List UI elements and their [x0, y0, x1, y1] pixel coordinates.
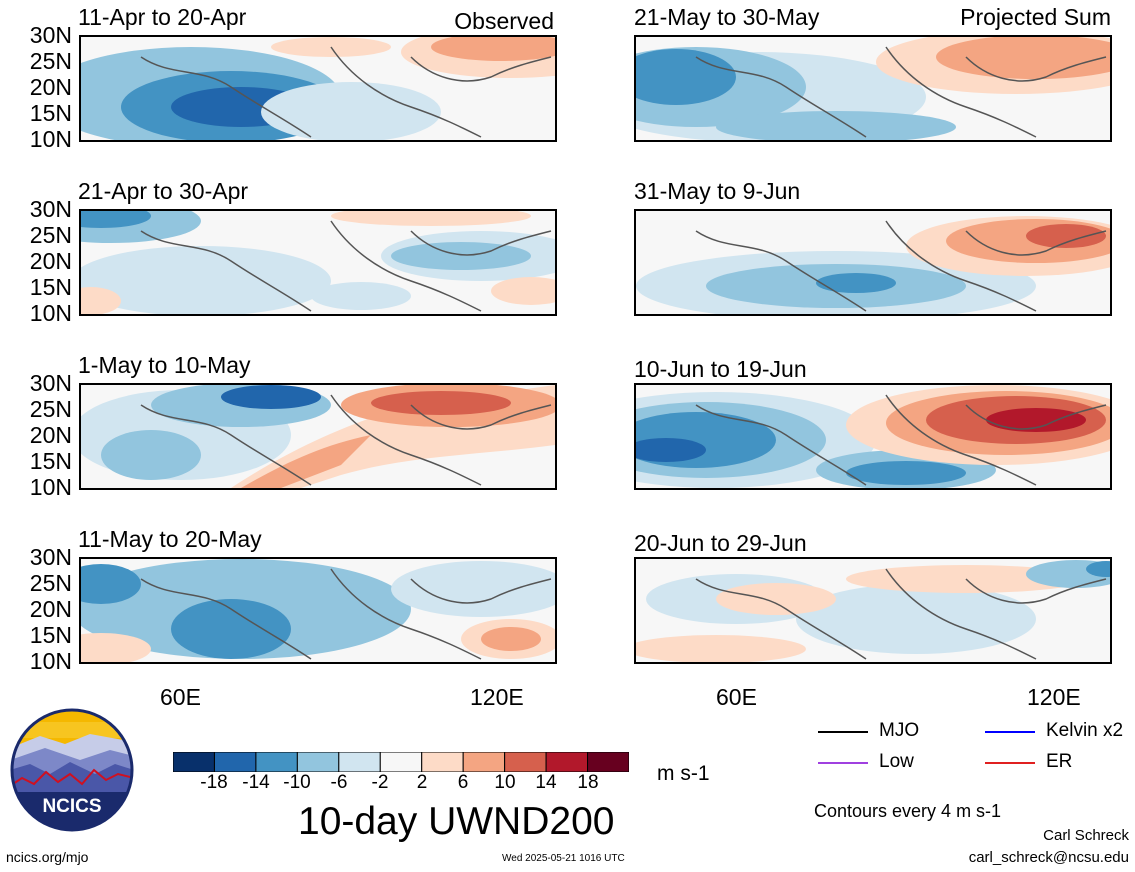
ncics-logo: NCICS: [10, 708, 134, 837]
colorbar-swatch: [213, 751, 257, 773]
colorbar-swatch: [504, 751, 547, 773]
legend-line-mjo: [818, 731, 868, 733]
lat-axis-1: 30N 25N 20N 15N 10N: [0, 24, 72, 154]
lat-axis-4: 30N 25N 20N 15N 10N: [0, 546, 72, 676]
lat-tick: 30N: [29, 370, 72, 396]
panel-title-5: 21-May to 30-May: [634, 4, 820, 30]
colorbar-tick: -6: [330, 772, 348, 793]
lat-tick: 25N: [29, 222, 72, 248]
lat-tick: 30N: [29, 544, 72, 570]
lat-tick: 25N: [29, 396, 72, 422]
panel-title-8: 20-Jun to 29-Jun: [634, 530, 807, 556]
column-tag-projected: Projected Sum: [960, 4, 1111, 30]
lat-tick: 15N: [29, 100, 72, 126]
lat-tick: 25N: [29, 48, 72, 74]
timestamp: Wed 2025-05-21 1016 UTC: [502, 853, 625, 864]
map-panel-5: [634, 35, 1112, 142]
colorbar-swatch: [421, 751, 464, 773]
lat-tick: 30N: [29, 196, 72, 222]
map-panel-7: [634, 383, 1112, 490]
author-email: carl_schreck@ncsu.edu: [968, 849, 1129, 866]
colorbar-tick: 18: [577, 772, 599, 793]
map-panel-2: [79, 209, 557, 316]
panel-title-2: 21-Apr to 30-Apr: [78, 178, 249, 204]
map-panel-3: [79, 383, 557, 490]
colorbar-swatch: [172, 751, 215, 773]
colorbar-tick: -18: [200, 772, 228, 793]
legend-line-er: [985, 762, 1035, 764]
colorbar-swatch: [296, 751, 340, 773]
colorbar-tick: -10: [283, 772, 311, 793]
lat-tick: 20N: [29, 74, 72, 100]
contour-note: Contours every 4 m s-1: [814, 801, 1002, 821]
colorbar-tick: 6: [457, 772, 469, 793]
lat-tick: 30N: [29, 22, 72, 48]
figure-title: 10-day UWND200: [298, 800, 615, 843]
lat-tick: 10N: [29, 474, 72, 500]
colorbar-tick: 2: [416, 772, 428, 793]
panel-title-4: 11-May to 20-May: [78, 526, 262, 552]
lat-tick: 20N: [29, 596, 72, 622]
colorbar: [172, 751, 630, 777]
lon-tick-right-60e: 60E: [716, 684, 757, 710]
lat-tick: 15N: [29, 274, 72, 300]
panel-title-6: 31-May to 9-Jun: [634, 178, 801, 204]
lon-tick-left-60e: 60E: [160, 684, 201, 710]
colorbar-tick: -2: [371, 772, 389, 793]
legend-label-mjo: MJO: [879, 720, 920, 741]
lat-axis-3: 30N 25N 20N 15N 10N: [0, 372, 72, 502]
lat-axis-2: 30N 25N 20N 15N 10N: [0, 198, 72, 328]
lat-tick: 10N: [29, 648, 72, 674]
lat-tick: 20N: [29, 422, 72, 448]
lon-tick-left-120e: 120E: [470, 684, 524, 710]
lat-tick: 15N: [29, 622, 72, 648]
map-panel-6: [634, 209, 1112, 316]
site-link[interactable]: ncics.org/mjo: [6, 849, 89, 865]
lat-tick: 10N: [29, 126, 72, 152]
colorbar-swatch: [338, 751, 381, 773]
lat-tick: 10N: [29, 300, 72, 326]
colorbar-swatch: [255, 751, 298, 773]
author-name: Carl Schreck: [1043, 827, 1129, 844]
lat-tick: 15N: [29, 448, 72, 474]
lon-tick-right-120e: 120E: [1027, 684, 1081, 710]
map-panel-8: [634, 557, 1112, 664]
legend-label-kelvin: Kelvin x2: [1046, 720, 1124, 741]
legend-line-low: [818, 762, 868, 764]
legend-label-er: ER: [1046, 751, 1073, 772]
panel-title-1: 11-Apr to 20-Apr: [78, 4, 247, 30]
colorbar-swatch: [462, 751, 506, 773]
legend-label-low: Low: [879, 751, 914, 772]
colorbar-tick: 10: [494, 772, 516, 793]
lat-tick: 25N: [29, 570, 72, 596]
lat-tick: 20N: [29, 248, 72, 274]
colorbar-swatch: [379, 751, 423, 773]
colorbar-tick: 14: [535, 772, 557, 793]
panel-title-7: 10-Jun to 19-Jun: [634, 356, 807, 382]
colorbar-swatch: [587, 751, 630, 773]
legend-line-kelvin: [985, 731, 1035, 733]
map-panel-4: [79, 557, 557, 664]
column-tag-observed: Observed: [454, 8, 554, 34]
colorbar-tick: -14: [242, 772, 270, 793]
logo-text: NCICS: [42, 796, 101, 817]
map-panel-1: [79, 35, 557, 142]
panel-title-3: 1-May to 10-May: [78, 352, 251, 378]
colorbar-swatch: [545, 751, 589, 773]
units-label: m s-1: [657, 762, 710, 785]
